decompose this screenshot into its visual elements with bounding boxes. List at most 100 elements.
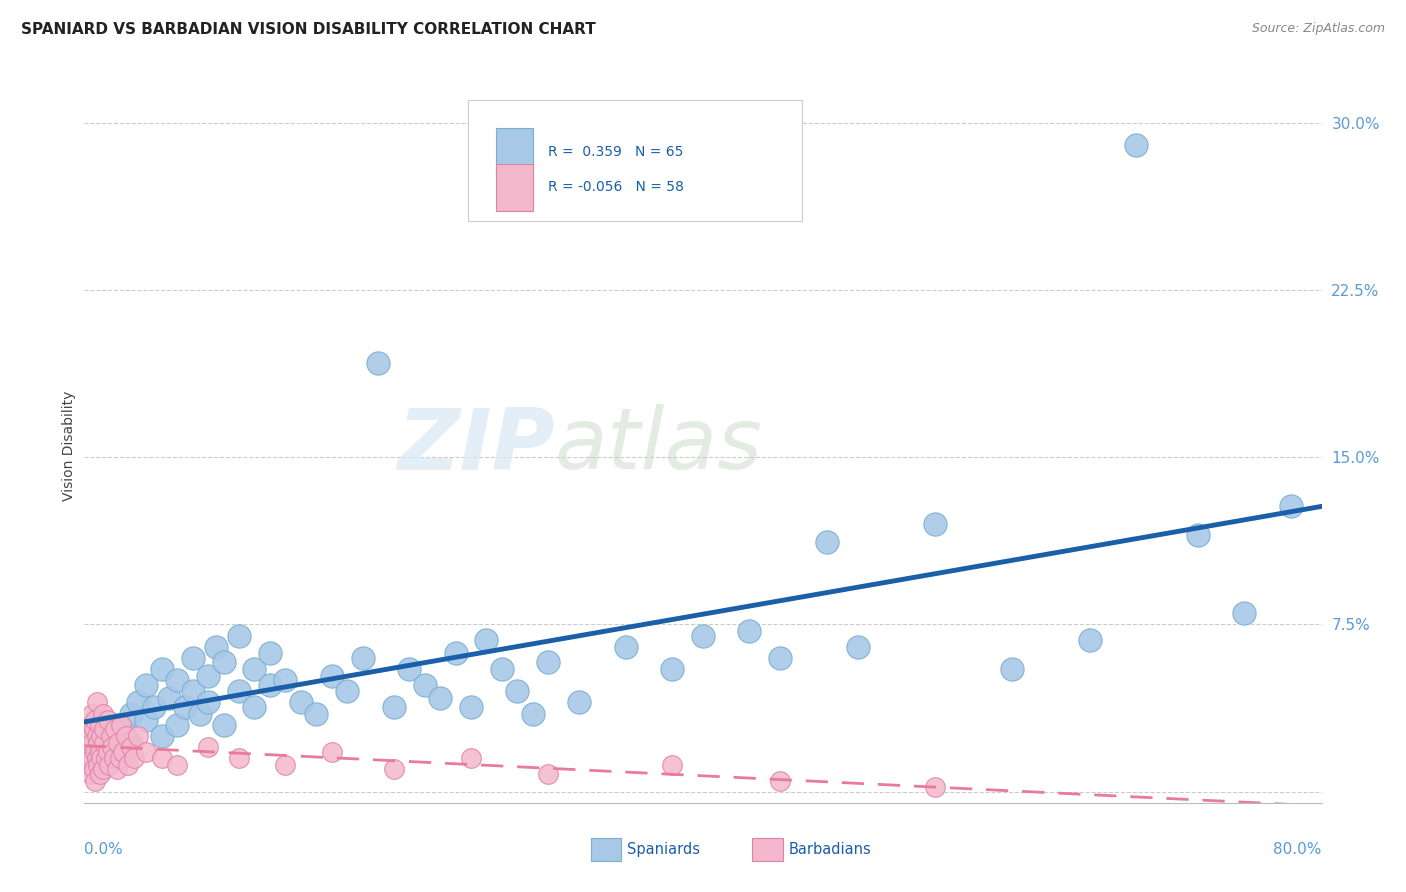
Point: [321, 669, 343, 683]
Point: [228, 751, 250, 765]
Text: R =  0.359   N = 65: R = 0.359 N = 65: [548, 145, 683, 159]
Text: Spaniards: Spaniards: [627, 842, 700, 857]
Point: [96, 714, 118, 728]
Point: [336, 684, 359, 698]
Point: [79, 717, 101, 731]
Point: [460, 699, 482, 714]
Point: [77, 757, 100, 772]
Point: [82, 706, 104, 721]
Point: [112, 744, 135, 758]
Point: [506, 684, 529, 698]
Point: [77, 729, 100, 743]
Point: [537, 655, 560, 669]
Point: [104, 717, 127, 731]
Point: [82, 751, 104, 765]
Point: [352, 651, 374, 665]
Point: [112, 723, 135, 737]
Point: [93, 723, 115, 737]
Point: [110, 717, 132, 731]
Point: [89, 766, 111, 781]
Point: [924, 517, 946, 532]
Point: [491, 662, 513, 676]
Text: Barbadians: Barbadians: [789, 842, 872, 857]
Point: [84, 773, 107, 788]
Point: [228, 628, 250, 642]
Text: R = -0.056   N = 58: R = -0.056 N = 58: [548, 180, 685, 194]
Point: [87, 757, 110, 772]
Point: [274, 673, 297, 687]
Point: [181, 651, 204, 665]
Point: [537, 766, 560, 781]
Point: [89, 717, 111, 731]
Point: [228, 684, 250, 698]
Point: [115, 729, 138, 743]
Point: [738, 624, 761, 639]
Point: [135, 678, 157, 692]
Point: [846, 640, 869, 654]
Point: [1233, 607, 1256, 621]
Point: [212, 717, 235, 731]
Point: [91, 762, 114, 776]
Point: [568, 696, 591, 710]
Point: [661, 662, 683, 676]
Point: [197, 669, 219, 683]
Point: [86, 729, 108, 743]
Point: [83, 723, 105, 737]
Point: [135, 744, 157, 758]
Point: [103, 751, 125, 765]
Point: [82, 740, 104, 755]
Point: [398, 662, 420, 676]
Point: [614, 640, 637, 654]
Point: [94, 751, 117, 765]
Point: [87, 735, 110, 749]
Point: [413, 678, 436, 692]
Point: [100, 729, 122, 743]
Point: [769, 773, 792, 788]
Point: [83, 762, 105, 776]
Text: Source: ZipAtlas.com: Source: ZipAtlas.com: [1251, 22, 1385, 36]
Point: [89, 744, 111, 758]
Point: [924, 780, 946, 794]
Point: [197, 696, 219, 710]
Point: [661, 757, 683, 772]
Point: [93, 735, 115, 749]
Point: [84, 714, 107, 728]
Point: [692, 628, 714, 642]
Text: ZIP: ZIP: [396, 404, 554, 488]
Point: [122, 751, 145, 765]
Point: [127, 696, 149, 710]
Point: [305, 706, 328, 721]
Point: [90, 751, 112, 765]
Point: [166, 673, 188, 687]
Point: [321, 744, 343, 758]
Point: [79, 766, 101, 781]
Point: [82, 735, 104, 749]
Point: [120, 735, 142, 749]
Point: [382, 762, 405, 776]
Point: [159, 690, 180, 705]
Point: [166, 717, 188, 731]
Point: [1125, 138, 1147, 153]
Point: [117, 757, 139, 772]
Point: [127, 729, 149, 743]
Point: [96, 744, 118, 758]
Point: [150, 729, 173, 743]
Point: [197, 740, 219, 755]
Point: [181, 684, 204, 698]
Point: [259, 678, 281, 692]
FancyBboxPatch shape: [496, 128, 533, 175]
Point: [460, 751, 482, 765]
Point: [84, 744, 107, 758]
FancyBboxPatch shape: [496, 164, 533, 211]
Point: [1187, 528, 1209, 542]
Point: [444, 646, 467, 660]
Point: [212, 655, 235, 669]
Point: [86, 696, 108, 710]
Point: [104, 751, 127, 765]
Point: [205, 640, 228, 654]
Point: [108, 751, 131, 765]
Point: [522, 706, 544, 721]
Point: [96, 729, 118, 743]
Text: SPANIARD VS BARBADIAN VISION DISABILITY CORRELATION CHART: SPANIARD VS BARBADIAN VISION DISABILITY …: [21, 22, 596, 37]
Point: [150, 662, 173, 676]
